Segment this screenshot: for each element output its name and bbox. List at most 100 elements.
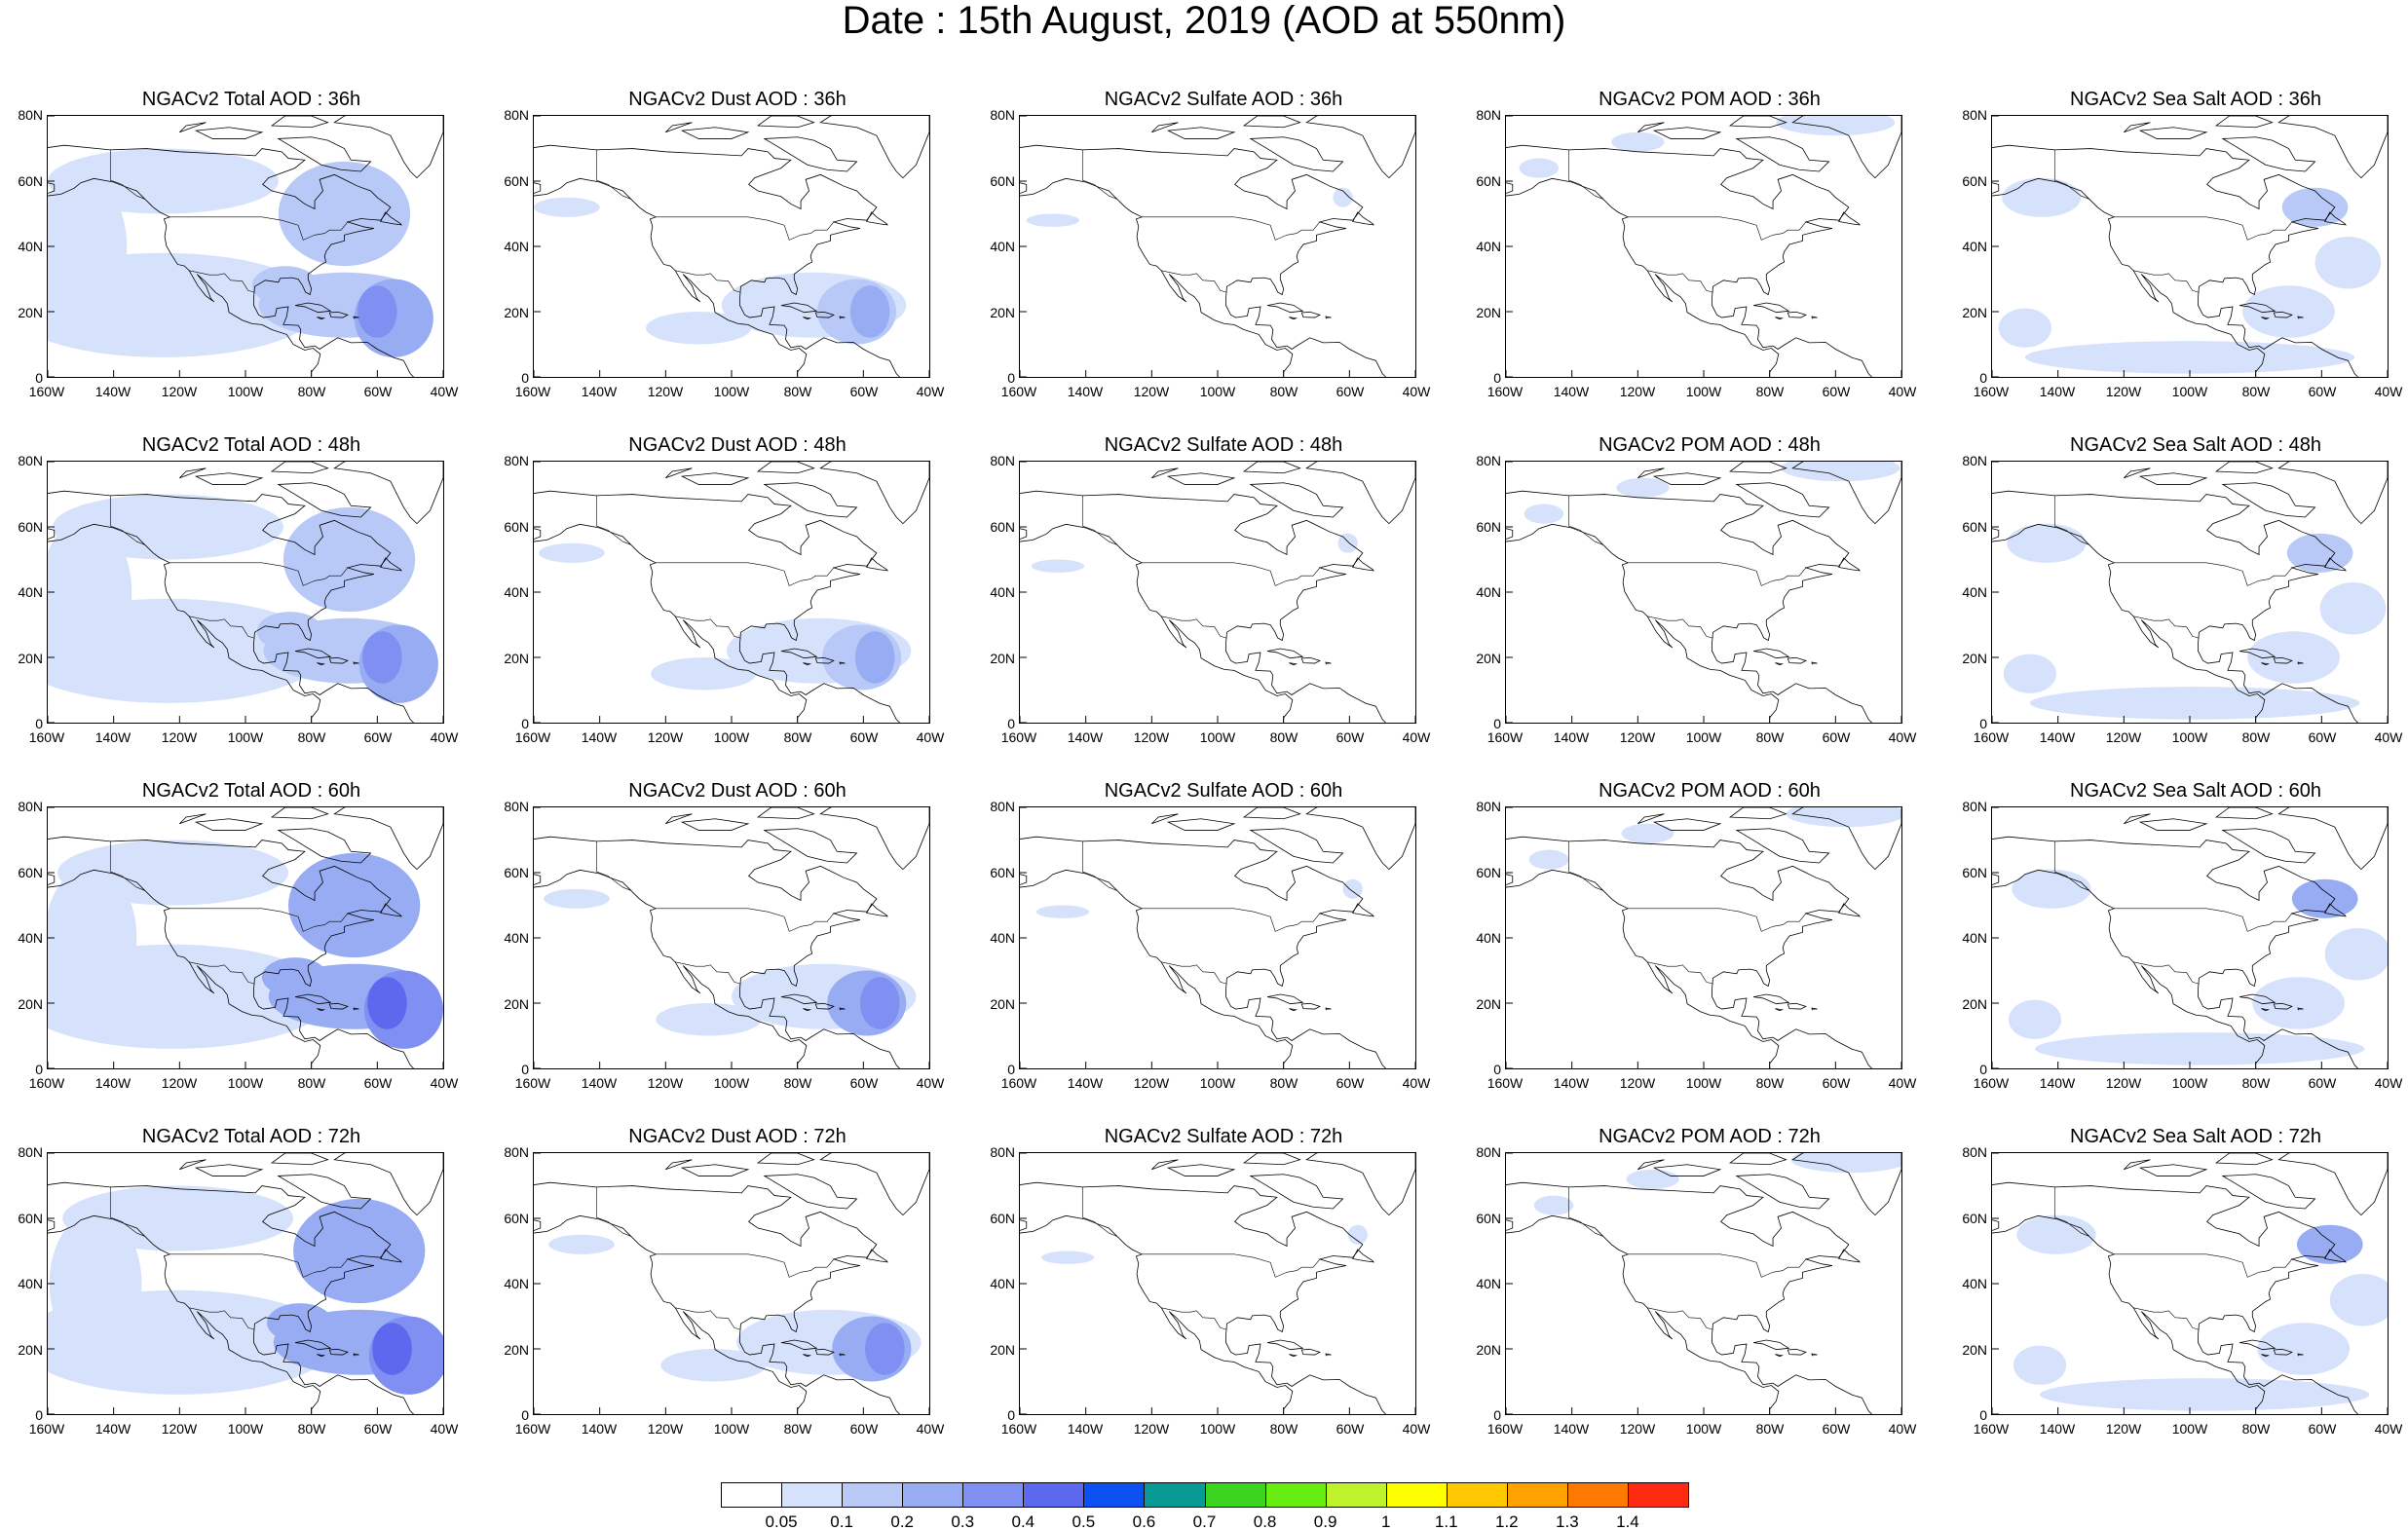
y-tick-label: 80N bbox=[1962, 453, 1987, 468]
x-tick-label: 160W bbox=[514, 1421, 551, 1437]
tick-marks bbox=[1020, 462, 1415, 723]
island-outline bbox=[2324, 211, 2347, 226]
x-tick-label: 100W bbox=[1199, 1421, 1236, 1437]
country-border bbox=[169, 1253, 349, 1278]
island-outline bbox=[2214, 1153, 2274, 1166]
x-tick-label: 140W bbox=[94, 1075, 132, 1091]
country-border bbox=[1081, 840, 1117, 891]
x-tick-label: 100W bbox=[227, 1075, 264, 1091]
y-tick-label: 80N bbox=[18, 453, 43, 468]
map-plot-area bbox=[533, 806, 930, 1069]
x-tick-label: 160W bbox=[514, 729, 551, 745]
x-tick-label: 80W bbox=[297, 384, 326, 399]
aod-shading bbox=[2016, 1214, 2096, 1254]
coastline bbox=[534, 869, 808, 1068]
aod-shading bbox=[251, 266, 319, 306]
x-tick-label: 80W bbox=[1269, 1075, 1298, 1091]
aod-shading bbox=[2257, 1323, 2351, 1375]
aod-shading bbox=[2296, 1224, 2363, 1264]
island-outline bbox=[2324, 1249, 2347, 1263]
colorbar-label: 0.2 bbox=[890, 1512, 914, 1531]
colorbar-label: 0.4 bbox=[1011, 1512, 1035, 1531]
y-tick-label: 20N bbox=[1962, 304, 1987, 320]
y-tick-label: 60N bbox=[990, 172, 1015, 189]
x-tick-label: 120W bbox=[161, 1075, 198, 1091]
coastline bbox=[1020, 177, 1294, 377]
island-outline bbox=[803, 1354, 812, 1358]
y-tick-label: 40N bbox=[504, 584, 529, 600]
island-outline bbox=[1652, 472, 1722, 485]
panel-title: NGACv2 Sea Salt AOD : 36h bbox=[2070, 89, 2321, 110]
aod-shading bbox=[1781, 462, 1900, 482]
island-outline bbox=[1151, 122, 1179, 133]
country-border bbox=[169, 908, 349, 932]
x-tick-label: 120W bbox=[1133, 1075, 1170, 1091]
x-tick-label: 40W bbox=[2374, 1075, 2403, 1091]
island-outline bbox=[680, 1164, 750, 1176]
island-outline bbox=[1305, 462, 1415, 525]
y-tick-label: 0 bbox=[521, 370, 529, 386]
x-tick-label: 40W bbox=[1888, 1075, 1917, 1091]
island-outline bbox=[1787, 656, 1807, 664]
island-outline bbox=[179, 1159, 207, 1171]
country-border bbox=[2053, 495, 2089, 545]
y-tick-label: 40N bbox=[18, 1276, 43, 1291]
x-tick-label: 120W bbox=[1133, 384, 1170, 399]
country-border bbox=[2053, 840, 2089, 891]
island-outline bbox=[277, 482, 372, 518]
x-tick-label: 40W bbox=[916, 1075, 945, 1091]
y-tick-label: 60N bbox=[1962, 864, 1987, 880]
y-tick-label: 80N bbox=[1476, 453, 1501, 468]
map-plot-area bbox=[1019, 806, 1416, 1069]
panel-title: NGACv2 Dust AOD : 72h bbox=[628, 1126, 847, 1147]
y-tick-label: 40N bbox=[1476, 930, 1501, 946]
map-panel: NGACv2 Total AOD : 36h 80N 60N 40N 20N 0 160W 1… bbox=[8, 88, 458, 409]
island-outline bbox=[839, 316, 846, 319]
country-border bbox=[169, 216, 349, 241]
island-outline bbox=[1166, 472, 1236, 485]
panel-title: NGACv2 Sulfate AOD : 60h bbox=[1104, 780, 1343, 802]
coastline bbox=[48, 490, 414, 723]
aod-shading bbox=[1040, 1251, 1095, 1264]
y-tick-label: 60N bbox=[1962, 1210, 1987, 1226]
x-tick-label: 160W bbox=[1486, 384, 1524, 399]
coastline bbox=[48, 836, 414, 1068]
island-outline bbox=[328, 1348, 349, 1356]
country-border bbox=[2133, 616, 2200, 639]
y-tick-label: 60N bbox=[1476, 864, 1501, 880]
y-tick-label: 0 bbox=[35, 370, 43, 386]
aod-shading bbox=[293, 1198, 426, 1304]
tick-marks bbox=[48, 807, 443, 1068]
coastline bbox=[48, 1214, 321, 1414]
x-tick-label: 100W bbox=[2171, 1075, 2208, 1091]
country-border bbox=[675, 616, 741, 639]
aod-shading bbox=[2034, 1032, 2365, 1065]
y-tick-label: 0 bbox=[1007, 370, 1015, 386]
x-tick-label: 40W bbox=[430, 729, 459, 745]
aod-shading bbox=[1790, 1153, 1901, 1174]
x-tick-label: 80W bbox=[783, 1075, 812, 1091]
x-tick-label: 120W bbox=[1619, 384, 1656, 399]
aod-shading bbox=[1626, 1169, 1679, 1189]
island-outline bbox=[1752, 648, 1790, 659]
island-outline bbox=[2124, 467, 2151, 479]
island-outline bbox=[839, 661, 846, 665]
x-tick-label: 160W bbox=[28, 1075, 65, 1091]
y-tick-label: 0 bbox=[35, 1062, 43, 1077]
tick-marks bbox=[1992, 1153, 2388, 1414]
x-tick-label: 160W bbox=[1000, 729, 1037, 745]
colorbar bbox=[721, 1482, 1689, 1508]
x-tick-label: 140W bbox=[1067, 384, 1104, 399]
x-tick-label: 140W bbox=[1067, 1421, 1104, 1437]
coastline bbox=[534, 490, 900, 723]
x-tick-label: 60W bbox=[1336, 1075, 1365, 1091]
island-outline bbox=[333, 1153, 443, 1216]
y-tick-label: 20N bbox=[1962, 650, 1987, 666]
x-tick-label: 120W bbox=[161, 384, 198, 399]
aod-shading bbox=[534, 197, 600, 217]
island-outline bbox=[1775, 1354, 1785, 1358]
x-tick-label: 100W bbox=[1685, 384, 1722, 399]
island-outline bbox=[1728, 807, 1787, 820]
aod-shading bbox=[2329, 1273, 2388, 1326]
panel-title: NGACv2 POM AOD : 36h bbox=[1599, 89, 1821, 110]
